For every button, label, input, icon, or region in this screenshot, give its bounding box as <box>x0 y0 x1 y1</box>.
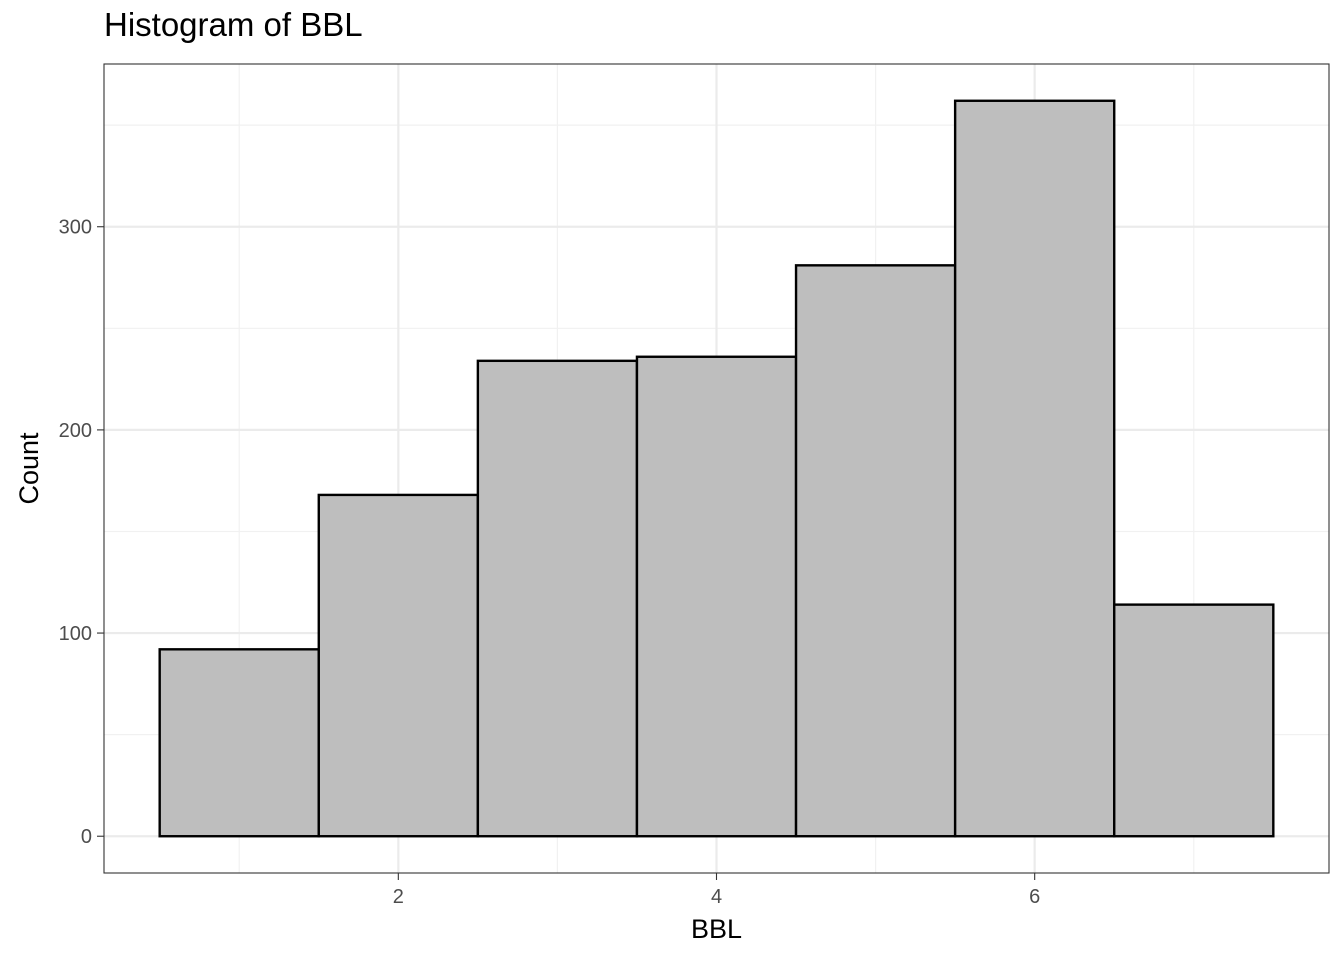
y-tick-label: 0 <box>81 826 92 848</box>
axis-ticks: 2 4 6 0 100 200 300 <box>59 217 1041 908</box>
y-tick-label: 100 <box>59 623 92 645</box>
x-tick-label: 2 <box>393 886 404 908</box>
x-tick-label: 4 <box>711 886 722 908</box>
histogram-bar <box>1113 603 1275 838</box>
histogram-bar <box>794 264 957 838</box>
histogram-bar <box>635 355 798 838</box>
histogram-bar <box>476 359 639 838</box>
histogram-bars <box>158 99 1275 838</box>
histogram-bar <box>158 648 320 838</box>
histogram-bar <box>953 99 1116 838</box>
y-tick-label: 200 <box>59 420 92 442</box>
y-axis-title: Count <box>14 432 44 505</box>
x-axis-title: BBL <box>691 914 742 944</box>
histogram-bar <box>317 493 480 838</box>
chart-title: Histogram of BBL <box>104 6 363 43</box>
x-tick-label: 6 <box>1029 886 1040 908</box>
y-tick-label: 300 <box>59 217 92 239</box>
